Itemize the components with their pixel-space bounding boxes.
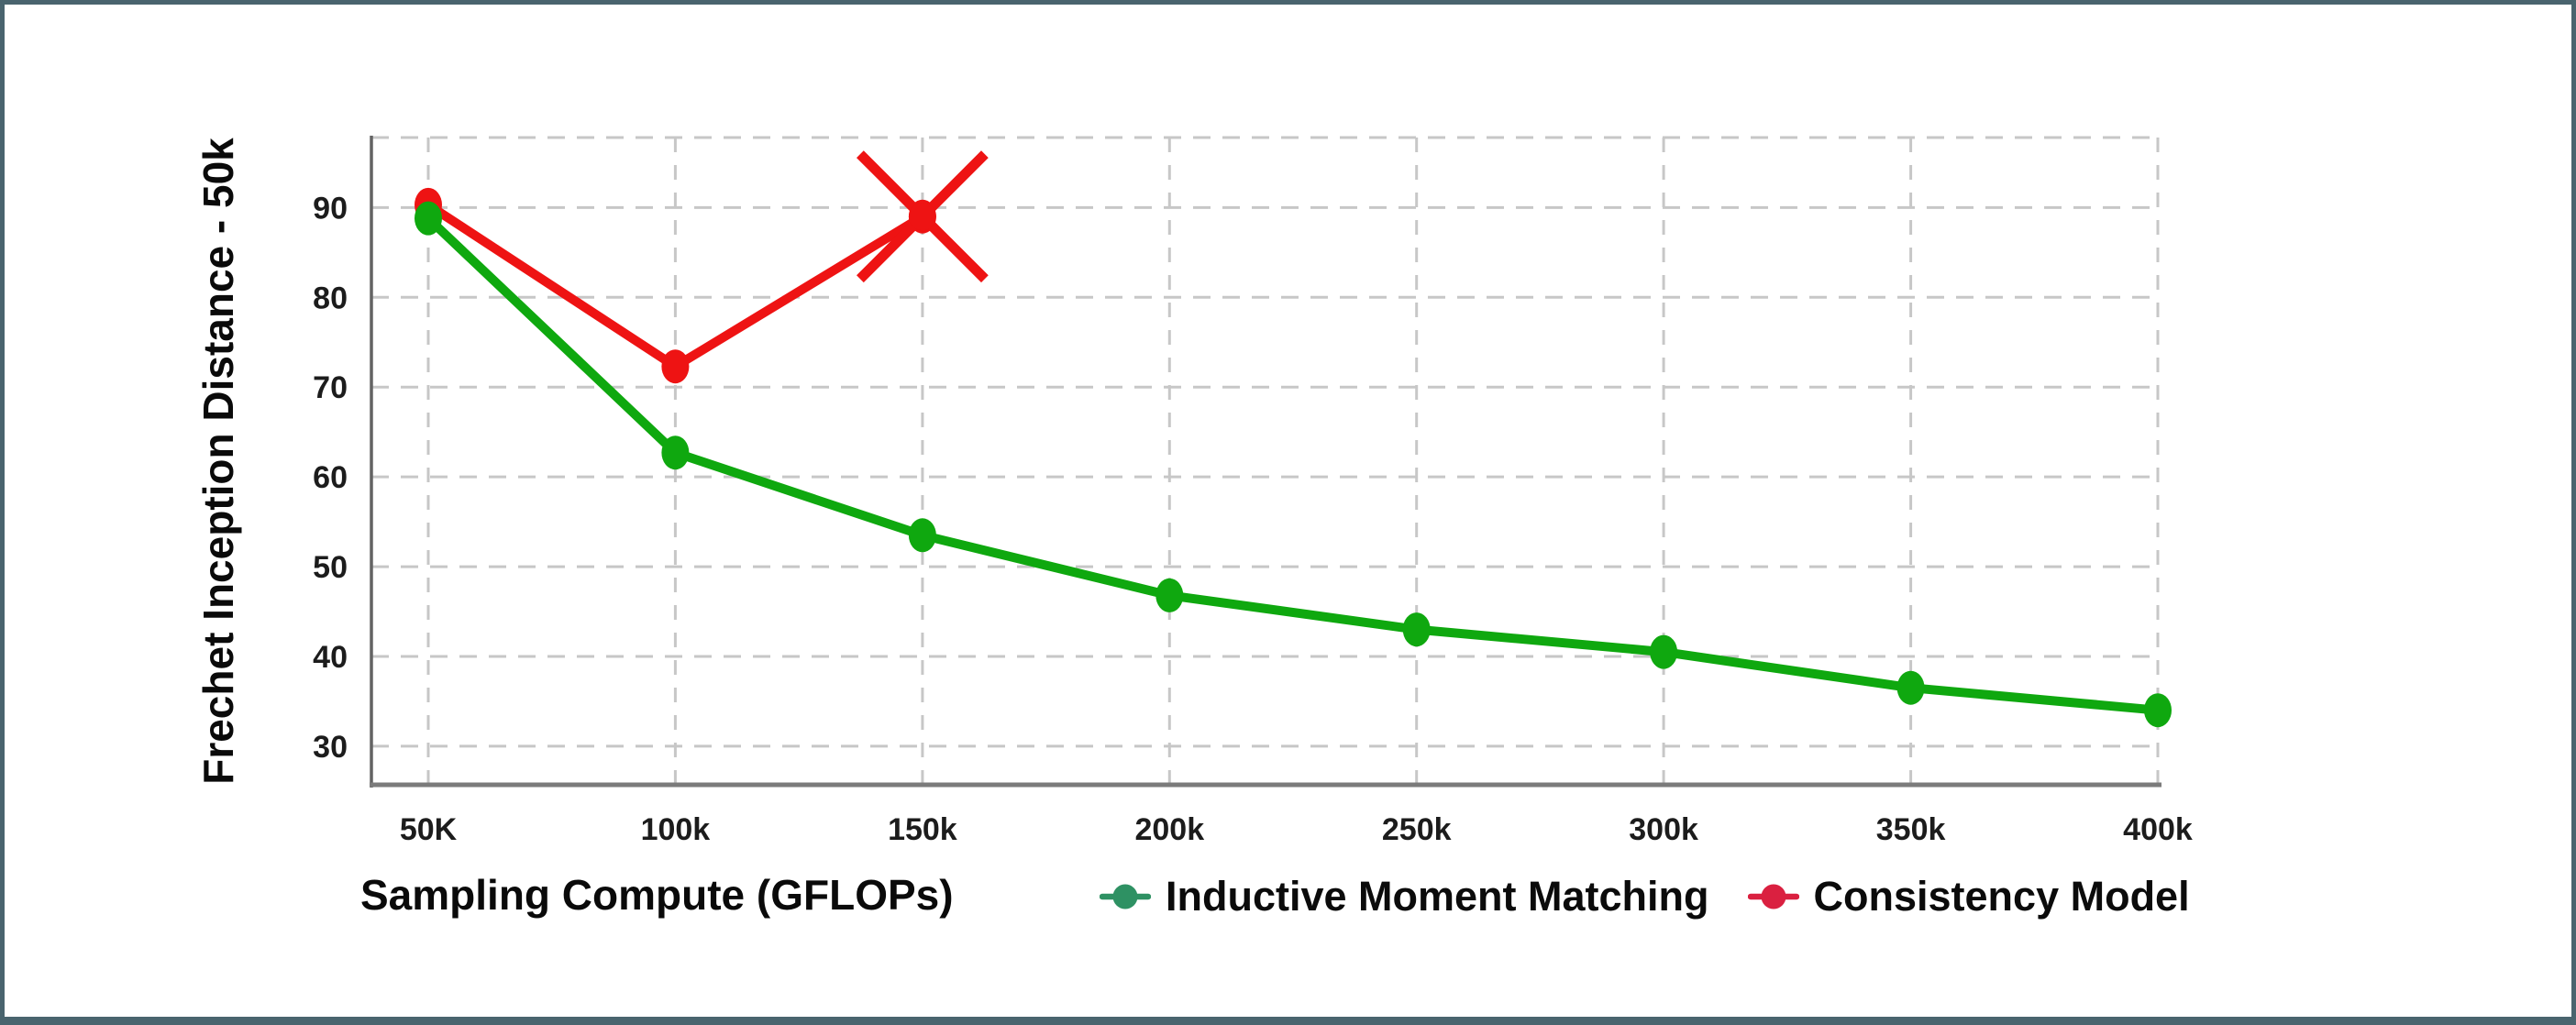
legend-item-consistency-model: Consistency Model <box>1747 873 2190 920</box>
x-tick-label: 150k <box>888 812 957 847</box>
x-axis-title: Sampling Compute (GFLOPs) <box>360 871 954 919</box>
cm-legend-marker-icon <box>1747 884 1799 909</box>
data-point-marker <box>1650 634 1678 669</box>
x-tick-label: 350k <box>1876 812 1946 847</box>
y-tick-label: 80 <box>313 281 348 315</box>
x-tick-label: 400k <box>2123 812 2193 847</box>
y-tick-label: 50 <box>313 550 348 585</box>
legend: Inductive Moment Matching Consistency Mo… <box>1100 865 2190 929</box>
legend-item-inductive-moment-matching: Inductive Moment Matching <box>1100 873 1709 920</box>
data-point-marker <box>415 201 442 236</box>
x-tick-label: 300k <box>1629 812 1698 847</box>
y-tick-label: 30 <box>313 730 348 765</box>
y-tick-label: 60 <box>313 460 348 495</box>
data-point-marker <box>1155 578 1184 612</box>
legend-label-cm: Consistency Model <box>1813 873 2190 920</box>
imm-legend-marker-icon <box>1100 884 1151 909</box>
legend-label-imm: Inductive Moment Matching <box>1166 873 1709 920</box>
x-tick-label: 100k <box>641 812 711 847</box>
x-tick-label: 50K <box>400 812 458 847</box>
data-point-marker <box>908 518 936 553</box>
data-point-marker <box>661 349 690 384</box>
data-point-marker <box>661 435 690 470</box>
fid-line-chart: 30 40 50 60 70 80 90 50K 100k 150k 200k 250k 300k 350… <box>313 136 2193 847</box>
x-cross-center-dot <box>908 203 936 231</box>
y-tick-label: 70 <box>313 370 348 405</box>
x-tick-label: 200k <box>1134 812 1204 847</box>
y-tick-label: 90 <box>313 191 348 226</box>
series-line <box>424 214 2162 715</box>
y-axis-title: Frechet Inception Distance - 50k <box>194 138 242 785</box>
data-point-marker <box>1896 670 1925 705</box>
data-point-marker <box>1402 612 1431 647</box>
y-tick-label: 40 <box>313 640 348 675</box>
x-tick-label: 250k <box>1382 812 1452 847</box>
data-point-marker <box>2144 693 2172 728</box>
